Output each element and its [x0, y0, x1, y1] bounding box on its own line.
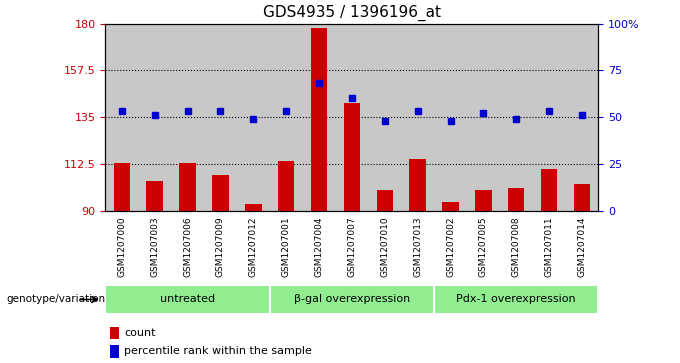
Text: untreated: untreated — [160, 294, 215, 305]
Bar — [270, 285, 434, 314]
Bar — [110, 327, 119, 339]
Text: Pdx-1 overexpression: Pdx-1 overexpression — [456, 294, 576, 305]
Title: GDS4935 / 1396196_at: GDS4935 / 1396196_at — [263, 5, 441, 21]
Bar — [171, 24, 204, 211]
Bar — [212, 175, 228, 211]
Bar — [146, 182, 163, 211]
Bar — [105, 285, 270, 314]
Bar — [508, 188, 524, 211]
Bar — [278, 161, 294, 211]
Bar — [343, 102, 360, 211]
Bar — [409, 159, 426, 211]
Bar — [237, 24, 270, 211]
Bar — [245, 204, 262, 211]
Bar — [475, 190, 492, 211]
Bar — [335, 24, 369, 211]
Bar — [434, 24, 467, 211]
Bar — [303, 24, 335, 211]
Text: count: count — [124, 328, 156, 338]
Bar — [442, 202, 459, 211]
Text: genotype/variation: genotype/variation — [7, 294, 106, 305]
Bar — [532, 24, 566, 211]
Bar — [204, 24, 237, 211]
Bar — [500, 24, 532, 211]
Bar — [180, 163, 196, 211]
Text: percentile rank within the sample: percentile rank within the sample — [124, 346, 312, 356]
Bar — [110, 345, 119, 358]
Text: β-gal overexpression: β-gal overexpression — [294, 294, 410, 305]
Bar — [105, 24, 138, 211]
Bar — [311, 28, 327, 211]
Bar — [541, 169, 558, 211]
Bar — [467, 24, 500, 211]
Bar — [574, 184, 590, 211]
Bar — [377, 190, 393, 211]
Bar — [270, 24, 303, 211]
Bar — [369, 24, 401, 211]
Bar — [566, 24, 598, 211]
Bar — [138, 24, 171, 211]
Bar — [434, 285, 598, 314]
Bar — [401, 24, 434, 211]
Bar — [114, 163, 130, 211]
